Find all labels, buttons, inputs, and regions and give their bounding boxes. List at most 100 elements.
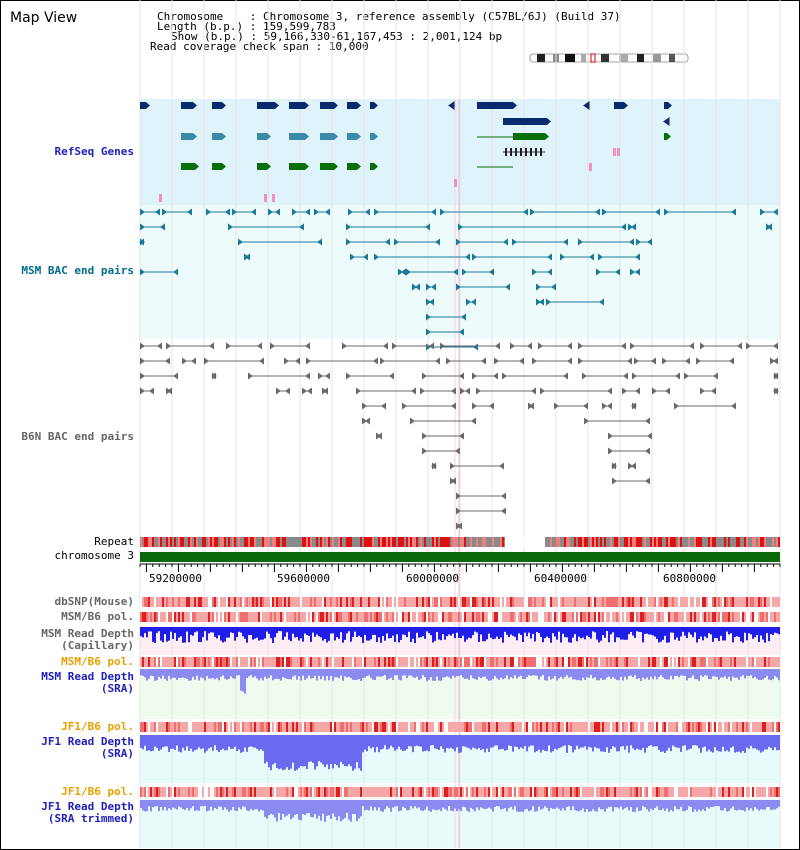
msm-b6-polymorphism [486, 612, 488, 622]
msm-b6-polymorphism [582, 657, 584, 667]
repeat-element [402, 537, 404, 547]
jf1-b6-polymorphism [174, 787, 176, 797]
jf1-b6-polymorphism [520, 722, 522, 732]
label-msm-b6-pol-1[interactable]: MSM/B6 pol. [61, 610, 134, 623]
label-refseq-genes[interactable]: RefSeq Genes [54, 145, 134, 158]
jf1-b6-polymorphism [550, 722, 552, 732]
msm-b6-polymorphism [546, 657, 548, 667]
refseq-gene [320, 163, 334, 170]
msm-capillary-depth-bar [420, 627, 422, 638]
repeat-element [398, 537, 400, 547]
msm-capillary-depth-bar [418, 627, 420, 638]
jf1-b6-polymorphism [412, 787, 414, 797]
dbsnp-density [588, 597, 590, 607]
label-msm-depth-sra[interactable]: MSM Read Depth (SRA) [41, 671, 134, 695]
jf1-b6-polymorphism [618, 787, 620, 797]
jf1-b6-polymorphism [516, 787, 518, 797]
dbsnp-density [734, 597, 736, 607]
jf1-sra-depth-bar [162, 735, 164, 748]
jf1-sra-depth-bar [738, 735, 740, 752]
refseq-gene [664, 133, 667, 140]
msm-bac-pair-end [551, 283, 556, 291]
msm-sra-depth-bar [198, 669, 200, 681]
msm-sra-depth-bar [688, 669, 690, 679]
msm-sra-depth-bar [294, 669, 296, 676]
msm-capillary-depth-bar [648, 627, 650, 635]
msm-capillary-depth-bar [602, 627, 604, 636]
msm-capillary-depth-bar [646, 627, 648, 634]
b6n-bac-track [140, 342, 779, 530]
dbsnp-density [700, 597, 702, 607]
msm-b6-polymorphism [336, 657, 338, 667]
msm-sra-depth-bar [616, 669, 618, 681]
jf1-sra-depth-bar [534, 735, 536, 753]
repeat-element [412, 537, 414, 547]
jf1-sra-depth-bar [586, 735, 588, 750]
jf1-sra-depth-bar [536, 735, 538, 752]
jf1-sra-depth-bar [682, 735, 684, 746]
msm-capillary-depth-bar [266, 627, 268, 632]
msm-sra-depth-bar [556, 669, 558, 681]
jf1-sra-depth-bar [314, 735, 316, 770]
label-msm-depth-capillary[interactable]: MSM Read Depth (Capillary) [41, 628, 134, 652]
msm-capillary-depth-bar [386, 627, 388, 634]
msm-capillary-depth-bar [378, 627, 380, 638]
label-jf1-b6-pol-1[interactable]: JF1/B6 pol. [61, 720, 134, 733]
msm-b6-polymorphism [166, 657, 168, 667]
jf1-sra-depth-bar [726, 735, 728, 751]
msm-sra-depth-bar [390, 669, 392, 678]
dbsnp-density [400, 597, 402, 607]
chromosome-ideogram[interactable] [529, 53, 689, 63]
msm-b6-polymorphism [716, 612, 718, 622]
jf1-sra-depth-bar [292, 735, 294, 763]
dbsnp-density [742, 597, 744, 607]
msm-b6-polymorphism [270, 612, 272, 622]
label-dbsnp[interactable]: dbSNP(Mouse) [54, 595, 134, 608]
msm-bac-pair-end [275, 208, 280, 216]
jf1-sra-depth-bar [516, 735, 518, 747]
msm-b6-polymorphism [216, 612, 218, 622]
msm-capillary-depth-bar [580, 627, 582, 639]
jf1-sra-depth-bar [636, 735, 638, 749]
jf1-b6-polymorphism [486, 787, 488, 797]
msm-b6-polymorphism [542, 612, 544, 622]
refseq-exon [520, 148, 522, 156]
jf1-trim-depth-bar [454, 800, 456, 809]
msm-sra-depth-bar [488, 669, 490, 681]
msm-capillary-depth-bar [230, 627, 232, 633]
jf1-b6-polymorphism [492, 787, 494, 797]
msm-capillary-depth-bar [546, 627, 548, 637]
msm-b6-polymorphism [666, 612, 668, 622]
jf1-sra-depth-bar [408, 735, 410, 747]
msm-b6-polymorphism [724, 612, 726, 622]
dbsnp-density [360, 597, 362, 607]
label-msm-b6-pol-2[interactable]: MSM/B6 pol. [61, 655, 134, 668]
msm-b6-polymorphism [366, 657, 368, 667]
msm-capillary-depth-bar [554, 627, 556, 637]
msm-b6-polymorphism [376, 657, 378, 667]
msm-capillary-depth-bar [642, 627, 644, 643]
msm-b6-polymorphism [206, 657, 208, 667]
msm-sra-depth-bar [248, 669, 250, 677]
label-jf1-depth-trim[interactable]: JF1 Read Depth (SRA trimmed) [41, 801, 134, 825]
repeat-element [754, 537, 756, 547]
jf1-sra-depth-bar [664, 735, 666, 753]
msm-b6-polymorphism [426, 612, 428, 622]
msm-sra-depth-bar [690, 669, 692, 678]
dbsnp-density [418, 597, 420, 607]
label-jf1-depth-sra[interactable]: JF1 Read Depth (SRA) [41, 736, 134, 760]
msm-b6-polymorphism [390, 657, 392, 667]
jf1-b6-polymorphism [720, 787, 722, 797]
b6n-bac-pair-end [538, 342, 543, 350]
refseq-gene-arrow [222, 163, 226, 170]
repeat-element [580, 537, 582, 547]
label-msm-bac[interactable]: MSM BAC end pairs [21, 264, 134, 277]
label-b6n-bac[interactable]: B6N BAC end pairs [21, 430, 134, 443]
msm-sra-depth-bar [452, 669, 454, 676]
label-jf1-b6-pol-2[interactable]: JF1/B6 pol. [61, 785, 134, 798]
msm-b6-polymorphism [686, 657, 688, 667]
jf1-b6-polymorphism [342, 787, 344, 797]
axis-tick-label: 59600000 [277, 572, 330, 585]
msm-sra-depth-bar [774, 669, 776, 677]
